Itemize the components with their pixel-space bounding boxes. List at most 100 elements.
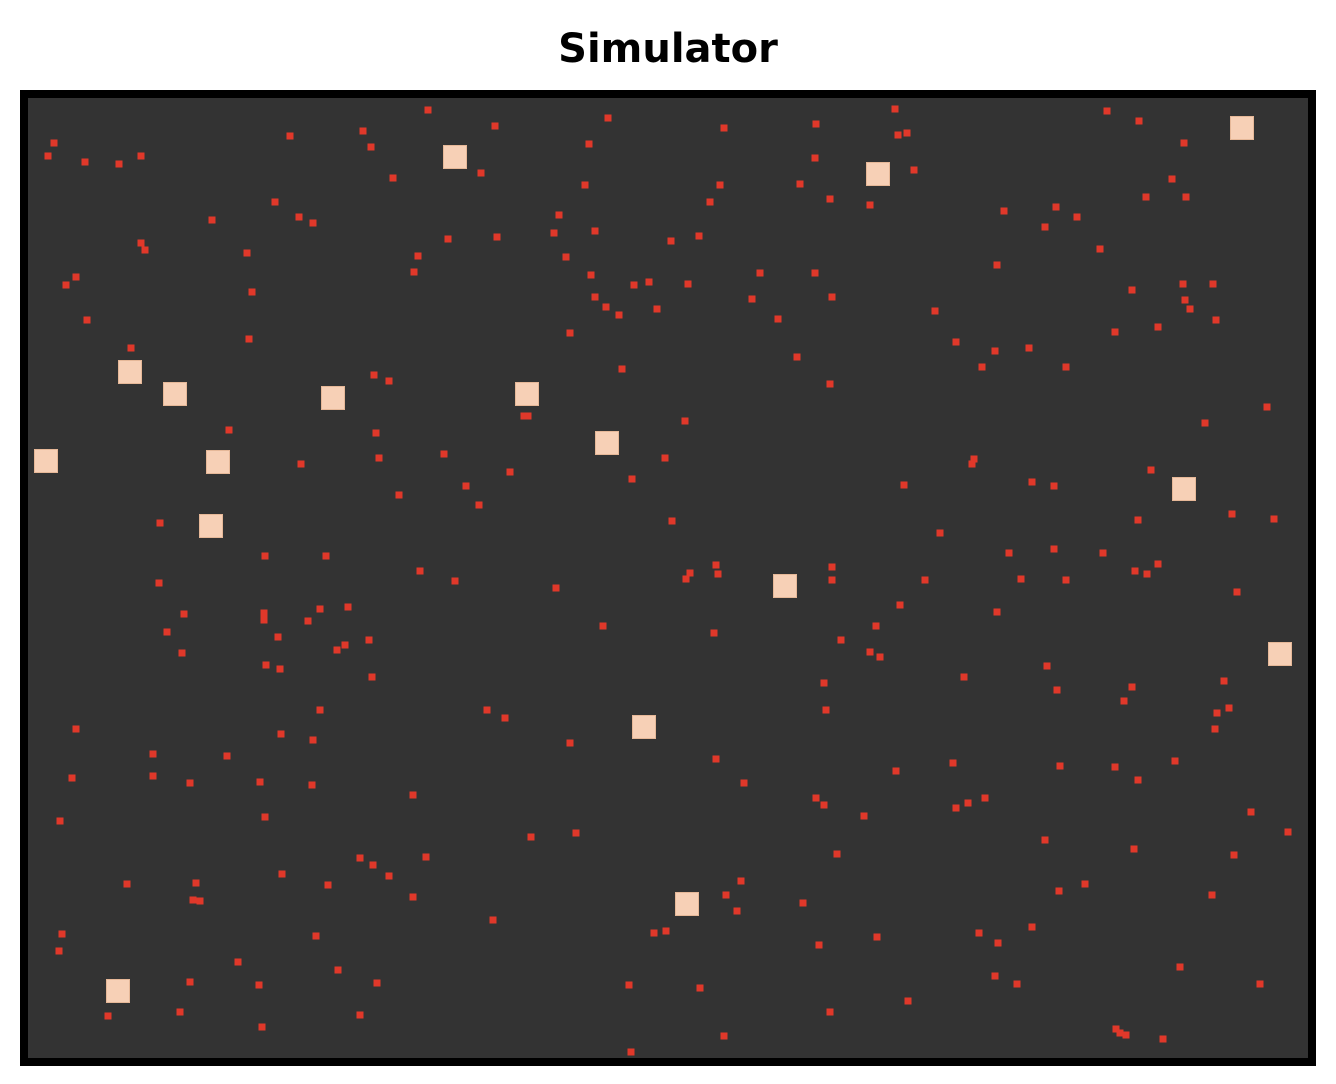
- particle: [409, 893, 417, 901]
- particle: [661, 454, 669, 462]
- particle: [1186, 305, 1194, 313]
- particle: [1052, 203, 1060, 211]
- particle: [81, 158, 89, 166]
- particle: [324, 881, 332, 889]
- particle: [256, 778, 264, 786]
- particle: [316, 706, 324, 714]
- particle: [56, 817, 64, 825]
- particle: [1212, 316, 1220, 324]
- particle: [1220, 677, 1228, 685]
- particle: [628, 475, 636, 483]
- particle: [274, 633, 282, 641]
- particle: [1073, 213, 1081, 221]
- particle: [552, 584, 560, 592]
- particle: [1154, 323, 1162, 331]
- particle: [828, 576, 836, 584]
- particle: [1247, 808, 1255, 816]
- particle: [62, 281, 70, 289]
- particle: [444, 235, 452, 243]
- particle: [462, 482, 470, 490]
- particle: [261, 813, 269, 821]
- particle: [964, 799, 972, 807]
- particle: [604, 114, 612, 122]
- particle: [1000, 207, 1008, 215]
- particle: [55, 947, 63, 955]
- particle: [483, 706, 491, 714]
- particle: [1179, 280, 1187, 288]
- particle: [1225, 704, 1233, 712]
- particle: [1017, 575, 1025, 583]
- particle: [286, 132, 294, 140]
- particle: [1130, 845, 1138, 853]
- particle: [83, 316, 91, 324]
- particle: [255, 981, 263, 989]
- particle: [1111, 328, 1119, 336]
- particle: [1168, 175, 1176, 183]
- particle: [828, 563, 836, 571]
- particle: [737, 877, 745, 885]
- particle: [68, 774, 76, 782]
- particle: [225, 426, 233, 434]
- particle: [710, 629, 718, 637]
- particle: [1050, 482, 1058, 490]
- particle: [820, 679, 828, 687]
- particle: [115, 160, 123, 168]
- particle: [903, 129, 911, 137]
- particle: [44, 152, 52, 160]
- particle: [365, 636, 373, 644]
- particle: [127, 344, 135, 352]
- particle: [1111, 763, 1119, 771]
- particle: [477, 169, 485, 177]
- particle: [178, 649, 186, 657]
- particle: [1041, 836, 1049, 844]
- particle: [1284, 828, 1292, 836]
- particle: [186, 779, 194, 787]
- particle: [645, 278, 653, 286]
- particle: [712, 755, 720, 763]
- particle: [341, 641, 349, 649]
- particle: [981, 794, 989, 802]
- particle: [1056, 762, 1064, 770]
- particle: [372, 429, 380, 437]
- particle: [334, 966, 342, 974]
- particle: [812, 794, 820, 802]
- particle: [192, 879, 200, 887]
- particle: [993, 608, 1001, 616]
- particle: [993, 261, 1001, 269]
- particle: [58, 930, 66, 938]
- particle: [900, 481, 908, 489]
- particle: [1013, 980, 1021, 988]
- particle: [295, 213, 303, 221]
- particle: [585, 140, 593, 148]
- particle: [740, 779, 748, 787]
- particle: [1171, 757, 1179, 765]
- particle: [820, 801, 828, 809]
- particle: [475, 501, 483, 509]
- particle: [414, 252, 422, 260]
- particle: [581, 181, 589, 189]
- particle: [137, 152, 145, 160]
- particle: [1211, 725, 1219, 733]
- particle: [149, 772, 157, 780]
- particle: [952, 338, 960, 346]
- particle: [297, 460, 305, 468]
- agent: [1172, 477, 1196, 501]
- particle: [1028, 478, 1036, 486]
- agent: [443, 145, 467, 169]
- particle: [894, 131, 902, 139]
- particle: [261, 552, 269, 560]
- particle: [1233, 588, 1241, 596]
- particle: [156, 519, 164, 527]
- particle: [978, 363, 986, 371]
- particle: [506, 468, 514, 476]
- particle: [359, 127, 367, 135]
- particle: [1099, 549, 1107, 557]
- particle: [968, 460, 976, 468]
- particle: [630, 281, 638, 289]
- particle: [681, 417, 689, 425]
- particle: [395, 491, 403, 499]
- particle: [333, 646, 341, 654]
- particle: [812, 120, 820, 128]
